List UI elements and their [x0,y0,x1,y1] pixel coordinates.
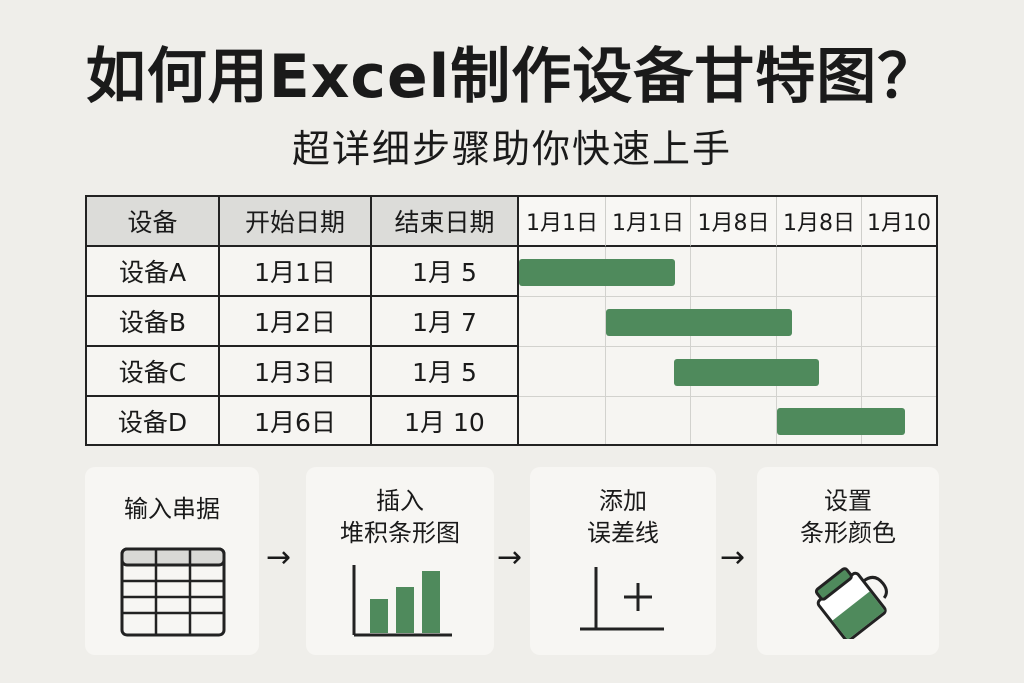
row-device: 设备A [87,247,220,297]
step-card-error-bars: 添加 误差线 [530,467,716,655]
row-device: 设备C [87,347,220,397]
gantt-sheet: 设备 开始日期 结束日期 1月1日 1月1日 1月8日 1月8日 1月10 设备… [85,195,938,446]
step-label: 插入 [376,487,424,515]
grid-cell [862,347,936,397]
grid-cell [777,347,862,397]
gantt-bar-device-a [519,259,675,286]
row-end: 1月 7 [372,297,519,347]
row-device: 设备D [87,397,220,444]
grid-cell [777,297,862,347]
step-label: 设置 [824,487,872,515]
row-start: 1月6日 [220,397,372,444]
row-end: 1月 10 [372,397,519,444]
grid-cell [862,247,936,297]
error-bar-icon [580,567,664,631]
grid-cell [777,247,862,297]
step-card-bar-color: 设置 条形颜色 [757,467,939,655]
paint-bucket-icon [814,567,888,639]
date-header: 1月8日 [777,197,862,247]
row-end: 1月 5 [372,247,519,297]
grid-cell [519,297,606,347]
table-grid-icon [120,547,226,637]
header-end-date: 结束日期 [372,197,519,247]
step-label: 误差线 [587,519,659,547]
page-subtitle: 超详细步骤助你快速上手 [291,127,732,171]
gantt-bar-device-b [606,309,792,336]
arrow-icon: → [497,540,523,575]
date-header: 1月10 [862,197,936,247]
step-label: 添加 [599,487,647,515]
step-card-input-data: 输入串据 [85,467,259,655]
grid-cell [691,247,777,297]
grid-cell [691,397,777,444]
header-start-date: 开始日期 [220,197,372,247]
date-header: 1月1日 [606,197,691,247]
step-label: 条形颜色 [800,519,896,547]
bar-chart-icon [352,565,452,637]
grid-cell [606,397,691,444]
grid-cell [606,247,691,297]
arrow-icon: → [720,540,746,575]
row-end: 1月 5 [372,347,519,397]
step-card-insert-chart: 插入 堆积条形图 [306,467,494,655]
header-device: 设备 [87,197,220,247]
row-start: 1月1日 [220,247,372,297]
grid-cell [862,297,936,347]
date-header: 1月1日 [519,197,606,247]
row-device: 设备B [87,297,220,347]
step-label: 输入串据 [124,495,220,523]
gantt-bar-device-c [674,359,819,386]
date-header: 1月8日 [691,197,777,247]
gantt-bar-device-d [777,408,905,435]
grid-cell [519,397,606,444]
grid-cell [519,347,606,397]
row-start: 1月2日 [220,297,372,347]
arrow-icon: → [266,540,292,575]
row-start: 1月3日 [220,347,372,397]
step-label: 堆积条形图 [340,519,460,547]
page-title: 如何用Excel制作设备甘特图？ [85,42,939,112]
